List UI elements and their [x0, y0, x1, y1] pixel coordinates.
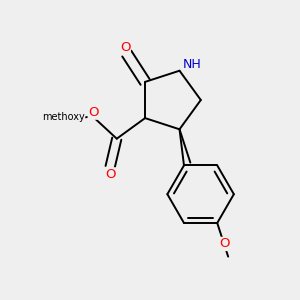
Text: O: O	[219, 237, 229, 250]
Text: O: O	[120, 41, 130, 54]
Text: O: O	[88, 106, 99, 119]
Text: O: O	[105, 168, 116, 181]
Text: methoxy: methoxy	[42, 112, 85, 122]
Text: NH: NH	[183, 58, 202, 70]
